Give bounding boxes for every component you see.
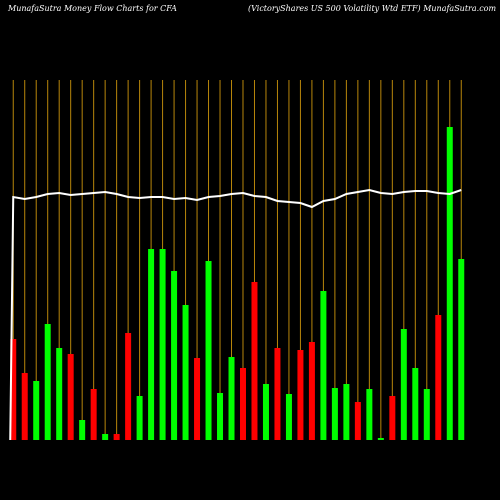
bar — [171, 271, 178, 440]
bar — [217, 393, 224, 440]
chart-title: MunafaSutra Money Flow Charts for CFA — [7, 4, 177, 13]
bar — [400, 329, 407, 440]
bar — [320, 291, 327, 440]
bar — [251, 282, 258, 440]
bar — [331, 388, 338, 440]
bar — [343, 384, 350, 440]
bar — [21, 373, 28, 440]
bar — [412, 368, 419, 440]
bar — [182, 305, 189, 440]
bar — [308, 342, 315, 440]
bar — [435, 315, 442, 440]
bar — [377, 438, 384, 440]
bar — [148, 249, 155, 440]
bar — [136, 396, 143, 440]
bar — [90, 389, 97, 440]
bar — [125, 333, 132, 440]
bar — [159, 249, 166, 440]
bar — [102, 434, 109, 440]
bar — [56, 348, 63, 440]
bar — [423, 389, 430, 440]
bar — [194, 358, 201, 440]
bar — [274, 348, 281, 440]
money-flow-line — [9, 188, 462, 441]
bar — [285, 394, 292, 440]
bar — [458, 259, 465, 440]
bar — [33, 381, 40, 440]
bar — [297, 350, 304, 440]
bar — [67, 354, 74, 440]
bar — [44, 324, 51, 440]
chart-subtitle: (VictoryShares US 500 Volatility Wtd ETF… — [248, 4, 496, 13]
bar — [205, 261, 212, 440]
bar — [79, 420, 86, 440]
bar — [228, 357, 235, 440]
bar — [262, 384, 269, 440]
bar — [354, 402, 361, 440]
bar — [389, 396, 396, 440]
bar — [239, 368, 246, 440]
bar — [113, 434, 120, 440]
bar — [446, 127, 453, 440]
bar — [10, 339, 17, 440]
bar — [366, 389, 373, 440]
